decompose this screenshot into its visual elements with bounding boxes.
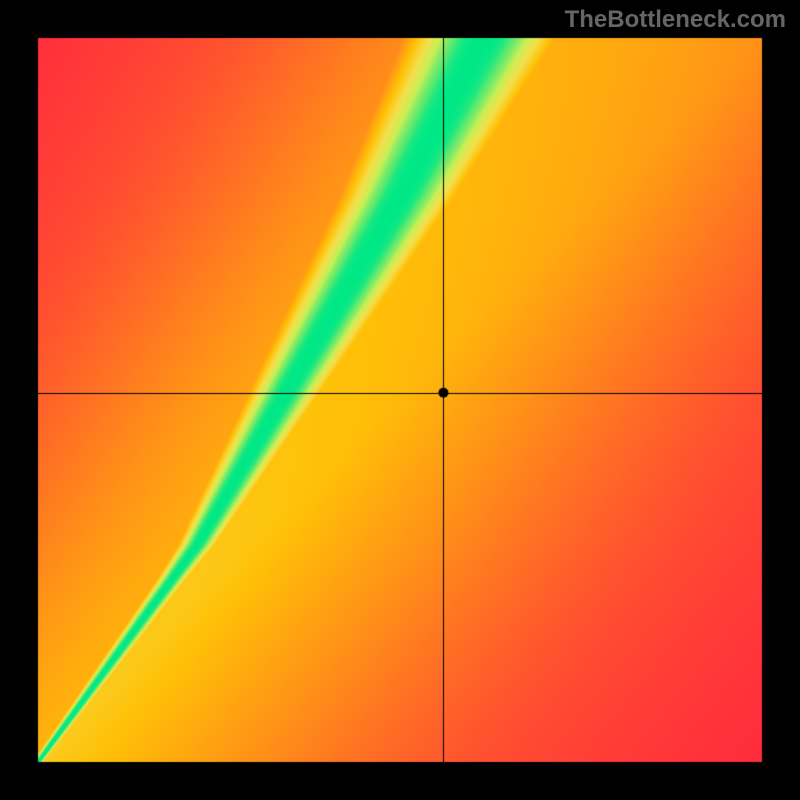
watermark-text: TheBottleneck.com: [565, 6, 786, 34]
chart-container: TheBottleneck.com: [0, 0, 800, 800]
bottleneck-heatmap: [0, 0, 800, 800]
